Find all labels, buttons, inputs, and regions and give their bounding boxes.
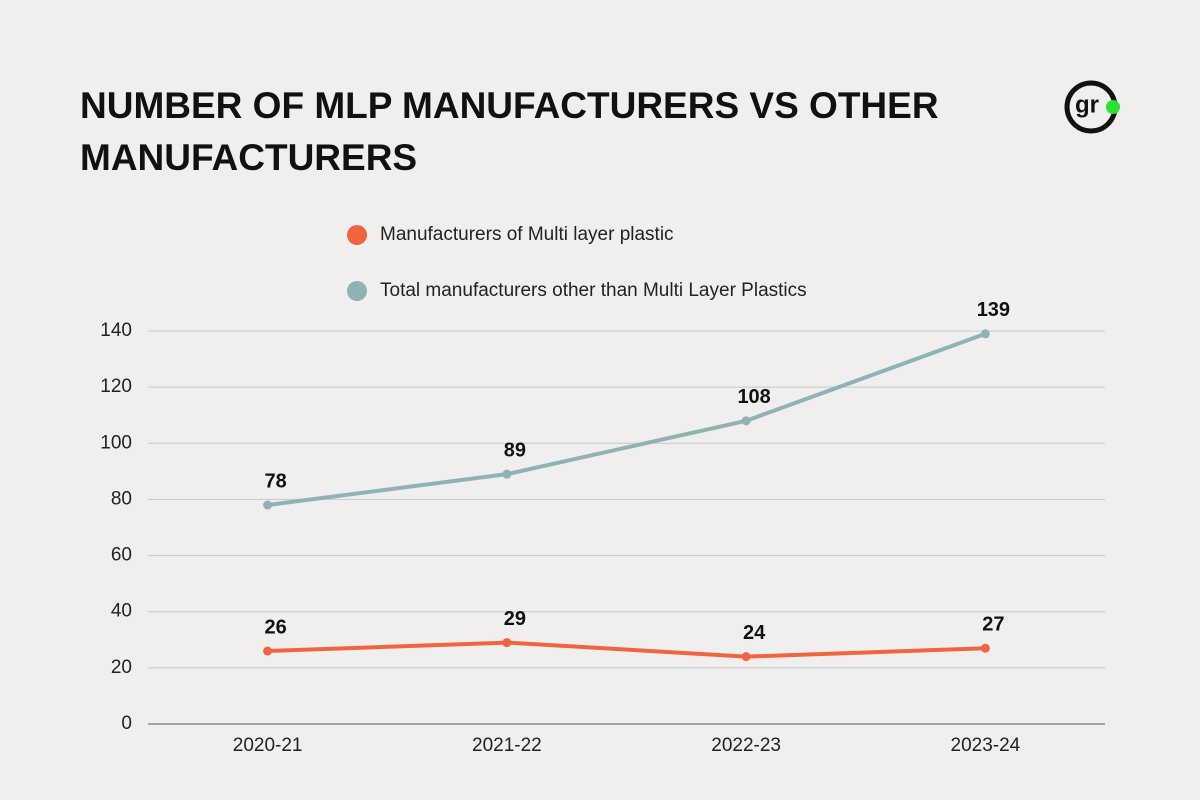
data-label: 108: [737, 386, 770, 408]
point: [980, 329, 990, 339]
y-tick-label: 80: [111, 488, 132, 509]
x-tick-label: 2021-22: [472, 735, 542, 756]
chart-title: NUMBER OF MLP MANUFACTURERS VS OTHER MAN…: [80, 85, 939, 178]
y-tick-label: 0: [121, 713, 132, 734]
point: [502, 469, 512, 479]
point: [263, 646, 273, 656]
point: [741, 416, 751, 426]
point: [263, 500, 273, 510]
data-label: 89: [504, 439, 526, 461]
y-tick-label: 100: [100, 432, 132, 453]
data-label: 24: [743, 622, 766, 644]
data-label: 139: [977, 299, 1010, 321]
data-label: 29: [504, 608, 526, 630]
data-label: 78: [265, 470, 287, 492]
point: [502, 638, 512, 648]
data-label: 26: [265, 616, 287, 638]
y-tick-label: 140: [100, 320, 132, 341]
logo: gr: [1075, 91, 1099, 118]
point: [741, 652, 751, 662]
legend-marker: [347, 225, 367, 245]
y-tick-label: 60: [111, 545, 132, 566]
point: [980, 643, 990, 653]
y-tick-label: 120: [100, 376, 132, 397]
legend-label: Manufacturers of Multi layer plastic: [380, 224, 674, 245]
logo-dot: [1106, 100, 1120, 114]
legend-label: Total manufacturers other than Multi Lay…: [380, 280, 807, 301]
x-tick-label: 2022-23: [711, 735, 781, 756]
legend-marker: [347, 281, 367, 301]
line: [267, 331, 987, 508]
y-tick-label: 20: [111, 657, 132, 678]
x-tick-label: 2020-21: [233, 735, 303, 756]
data-label: 27: [982, 613, 1004, 635]
x-tick-label: 2023-24: [951, 735, 1021, 756]
y-tick-label: 40: [111, 601, 132, 622]
line: [267, 640, 986, 659]
